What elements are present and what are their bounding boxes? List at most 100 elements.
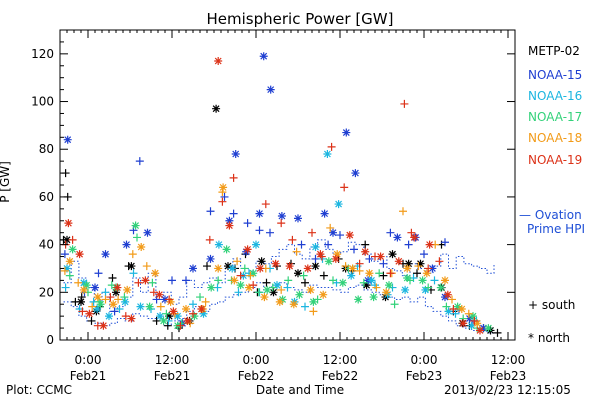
north-point-noaa-17: [295, 290, 304, 299]
north-point-noaa-19: [394, 257, 403, 266]
north-point-noaa-18: [93, 293, 102, 302]
north-point-noaa-17: [484, 324, 493, 333]
north-point-noaa-15: [277, 212, 286, 220]
north-point-noaa-18: [214, 264, 223, 273]
north-point-noaa-17: [145, 302, 154, 311]
ovation-legend-line1: — Ovation: [519, 208, 582, 222]
x-tick-date-label: Feb23: [406, 369, 443, 383]
north-point-metp-02: [311, 262, 320, 271]
north-point-noaa-17: [68, 245, 77, 254]
x-tick-label: 12:00: [155, 353, 190, 367]
south-point-noaa-19: [261, 200, 270, 209]
north-point-noaa-15: [101, 250, 110, 259]
north-point-noaa-18: [473, 319, 482, 328]
legend-item-noaa-18: NOAA-18: [528, 131, 583, 145]
south-marker-legend: + south: [528, 298, 576, 312]
north-point-noaa-17: [263, 285, 272, 294]
south-point-noaa-18: [292, 247, 301, 256]
north-point-noaa-16: [93, 305, 102, 313]
south-point-noaa-18: [464, 309, 473, 318]
north-point-noaa-18: [306, 285, 315, 294]
south-point-noaa-18: [372, 283, 381, 292]
south-point-noaa-17: [390, 300, 399, 309]
south-point-noaa-18: [142, 262, 151, 271]
legend-item-noaa-16: NOAA-16: [528, 89, 583, 103]
north-point-noaa-16: [273, 281, 281, 290]
north-point-noaa-15: [255, 209, 264, 218]
south-point-noaa-15: [220, 192, 229, 201]
south-point-noaa-17: [120, 293, 129, 302]
x-tick-date-label: Feb22: [238, 369, 275, 383]
y-tick-label: 0: [46, 333, 54, 347]
south-point-noaa-18: [277, 285, 286, 294]
north-point-noaa-16: [383, 290, 392, 299]
south-point-noaa-17: [313, 295, 322, 304]
north-point-noaa-18: [123, 285, 132, 294]
south-point-noaa-16: [301, 302, 309, 311]
north-point-noaa-19: [345, 231, 354, 240]
legend-item-metp-02: METP-02: [528, 44, 580, 58]
north-point-noaa-19: [214, 57, 223, 65]
north-point-metp-02: [257, 257, 266, 266]
ovation-south-line: [63, 239, 495, 312]
south-point-noaa-19: [165, 295, 174, 304]
north-point-metp-02: [224, 262, 232, 271]
north-point-metp-02: [165, 312, 174, 321]
north-point-noaa-18: [245, 283, 253, 292]
north-point-metp-02: [404, 259, 413, 268]
south-point-noaa-18: [448, 295, 456, 304]
south-point-noaa-18: [414, 262, 423, 271]
north-point-noaa-15: [161, 295, 169, 304]
south-point-noaa-16: [101, 288, 110, 297]
south-point-noaa-15: [182, 276, 190, 285]
north-point-noaa-18: [230, 276, 239, 285]
south-point-metp-02: [163, 321, 172, 330]
south-point-noaa-18: [355, 266, 364, 275]
south-point-noaa-15: [379, 259, 388, 268]
south-point-noaa-16: [430, 276, 439, 285]
north-point-noaa-15: [351, 169, 360, 178]
south-point-metp-02: [262, 278, 271, 287]
north-point-noaa-15: [231, 150, 240, 158]
north-point-noaa-17: [354, 295, 363, 304]
south-point-noaa-15: [135, 157, 144, 166]
north-point-metp-02: [77, 297, 85, 306]
north-point-noaa-18: [319, 290, 328, 299]
north-point-noaa-18: [382, 288, 391, 297]
chart-title: Hemispheric Power [GW]: [206, 10, 394, 28]
south-point-noaa-19: [176, 321, 185, 330]
north-point-noaa-15: [294, 214, 302, 223]
south-point-noaa-19: [340, 183, 349, 192]
north-point-noaa-15: [63, 135, 72, 144]
north-point-noaa-18: [365, 269, 374, 278]
north-point-noaa-16: [214, 240, 223, 249]
south-point-noaa-17: [442, 302, 451, 311]
north-point-noaa-19: [155, 290, 164, 299]
south-point-noaa-18: [60, 266, 69, 275]
south-point-noaa-18: [156, 302, 165, 311]
north-point-noaa-15: [225, 216, 234, 225]
north-point-noaa-17: [385, 281, 393, 290]
north-point-noaa-17: [222, 245, 231, 254]
north-point-noaa-15: [122, 240, 131, 249]
north-point-noaa-19: [256, 264, 265, 273]
north-point-noaa-19: [141, 276, 150, 285]
north-point-noaa-17: [324, 257, 333, 266]
north-point-noaa-18: [348, 264, 357, 273]
south-point-noaa-19: [134, 278, 143, 287]
marks-layer: [59, 52, 502, 337]
south-point-noaa-15: [350, 245, 358, 254]
north-point-noaa-19: [361, 247, 370, 256]
north-point-metp-02: [63, 235, 71, 244]
south-point-noaa-15: [386, 228, 395, 237]
north-point-noaa-17: [309, 297, 318, 306]
x-tick-date-label: Feb23: [490, 369, 527, 383]
south-point-noaa-17: [148, 278, 157, 287]
south-point-noaa-19: [308, 228, 316, 237]
x-tick-date-label: Feb21: [70, 369, 107, 383]
north-point-noaa-15: [91, 283, 99, 292]
north-point-noaa-19: [75, 250, 84, 259]
north-point-noaa-16: [311, 243, 320, 251]
x-tick-label: 0:00: [411, 353, 438, 367]
south-point-noaa-19: [189, 309, 197, 318]
